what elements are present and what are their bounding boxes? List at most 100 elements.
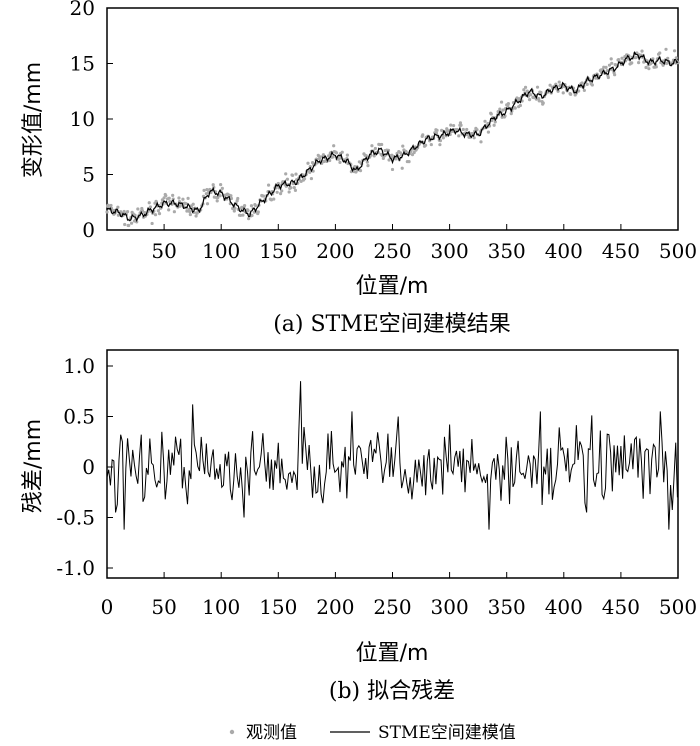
observed-point xyxy=(387,158,391,162)
b-xtick-label: 100 xyxy=(202,595,240,619)
observed-point xyxy=(499,100,504,104)
residual-line xyxy=(106,381,678,530)
observed-point xyxy=(373,146,377,151)
observed-point xyxy=(561,91,565,95)
observed-point xyxy=(577,89,581,93)
observed-point xyxy=(594,76,598,80)
observed-point xyxy=(195,211,199,215)
observed-point xyxy=(272,197,276,201)
chart-panel-a: 50 100 150 200 250 300 350 400 450 500 0 5 10 15 20 变形… xyxy=(21,0,697,337)
observed-point xyxy=(249,204,254,208)
observed-point xyxy=(554,82,558,86)
observed-point xyxy=(479,140,483,144)
observed-point xyxy=(232,209,236,213)
b-ytick-label: 0 xyxy=(82,455,95,479)
observed-point xyxy=(127,223,131,228)
model-line xyxy=(106,50,679,223)
a-xtick-label: 200 xyxy=(316,239,354,263)
observed-point xyxy=(302,177,307,181)
observed-points xyxy=(105,47,680,228)
observed-point xyxy=(171,197,175,201)
observed-point xyxy=(338,160,342,165)
a-xtick-label: 450 xyxy=(602,239,640,263)
observed-point xyxy=(424,143,428,147)
observed-point xyxy=(541,101,545,105)
observed-point xyxy=(148,205,152,209)
observed-point xyxy=(459,123,463,127)
b-xtick-label: 200 xyxy=(316,595,354,619)
observed-point xyxy=(438,139,443,143)
observed-point xyxy=(205,187,209,192)
observed-point xyxy=(509,112,513,116)
observed-point xyxy=(167,208,171,212)
observed-point xyxy=(580,81,584,85)
observed-point xyxy=(318,155,322,159)
observed-point xyxy=(472,136,476,140)
observed-point xyxy=(171,193,175,197)
a-ytick-label: 5 xyxy=(82,163,95,187)
observed-point xyxy=(381,156,385,161)
observed-point xyxy=(486,130,491,134)
legend-label-observed: 观测值 xyxy=(246,723,297,743)
observed-point xyxy=(364,154,368,158)
observed-point xyxy=(535,85,540,89)
observed-point xyxy=(250,213,254,218)
observed-point xyxy=(457,134,461,138)
observed-point xyxy=(517,97,521,101)
a-caption: (a) STME空间建模结果 xyxy=(273,312,511,337)
observed-point xyxy=(290,173,295,178)
observed-point xyxy=(191,202,195,206)
observed-point xyxy=(637,61,641,65)
legend-point-symbol xyxy=(229,729,235,735)
observed-point xyxy=(654,65,658,69)
observed-point xyxy=(136,207,140,211)
observed-point xyxy=(147,201,151,205)
b-xtick-label: 50 xyxy=(151,595,176,619)
observed-point xyxy=(167,196,171,200)
observed-point xyxy=(116,205,120,209)
observed-point xyxy=(184,202,188,206)
observed-point xyxy=(498,107,502,111)
observed-point xyxy=(334,151,339,155)
observed-point xyxy=(162,196,166,200)
b-caption: (b) 拟合残差 xyxy=(329,679,455,704)
observed-point xyxy=(188,212,192,217)
observed-point xyxy=(605,69,609,73)
observed-point xyxy=(513,106,517,110)
observed-point xyxy=(266,183,271,187)
observed-point xyxy=(548,83,552,87)
observed-point xyxy=(664,47,668,51)
a-xtick-label: 350 xyxy=(488,239,526,263)
observed-point xyxy=(658,51,662,55)
observed-point xyxy=(129,221,134,225)
observed-point xyxy=(308,165,312,169)
observed-point xyxy=(220,186,224,190)
b-xtick-label: 300 xyxy=(431,595,469,619)
observed-point xyxy=(204,192,208,196)
observed-point xyxy=(585,82,589,86)
observed-point xyxy=(602,65,606,69)
observed-point xyxy=(358,169,363,173)
observed-point xyxy=(211,183,215,187)
observed-point xyxy=(483,119,487,123)
observed-point xyxy=(582,88,586,93)
b-xtick-label: 350 xyxy=(488,595,526,619)
a-ytick-label: 0 xyxy=(82,218,95,242)
a-xtick-label: 500 xyxy=(659,239,697,263)
observed-point xyxy=(140,209,144,213)
observed-point xyxy=(328,158,332,163)
observed-point xyxy=(672,49,677,53)
observed-point xyxy=(651,57,655,61)
b-xtick-label: 400 xyxy=(545,595,583,619)
observed-point xyxy=(188,210,192,214)
observed-point xyxy=(194,214,198,218)
observed-point xyxy=(644,65,648,70)
observed-point xyxy=(590,83,594,87)
observed-point xyxy=(609,57,613,61)
observed-point xyxy=(292,186,296,190)
observed-point xyxy=(205,202,210,206)
observed-point xyxy=(390,167,395,172)
observed-point xyxy=(105,210,109,214)
a-xtick-label: 50 xyxy=(151,239,176,263)
observed-point xyxy=(650,61,654,65)
